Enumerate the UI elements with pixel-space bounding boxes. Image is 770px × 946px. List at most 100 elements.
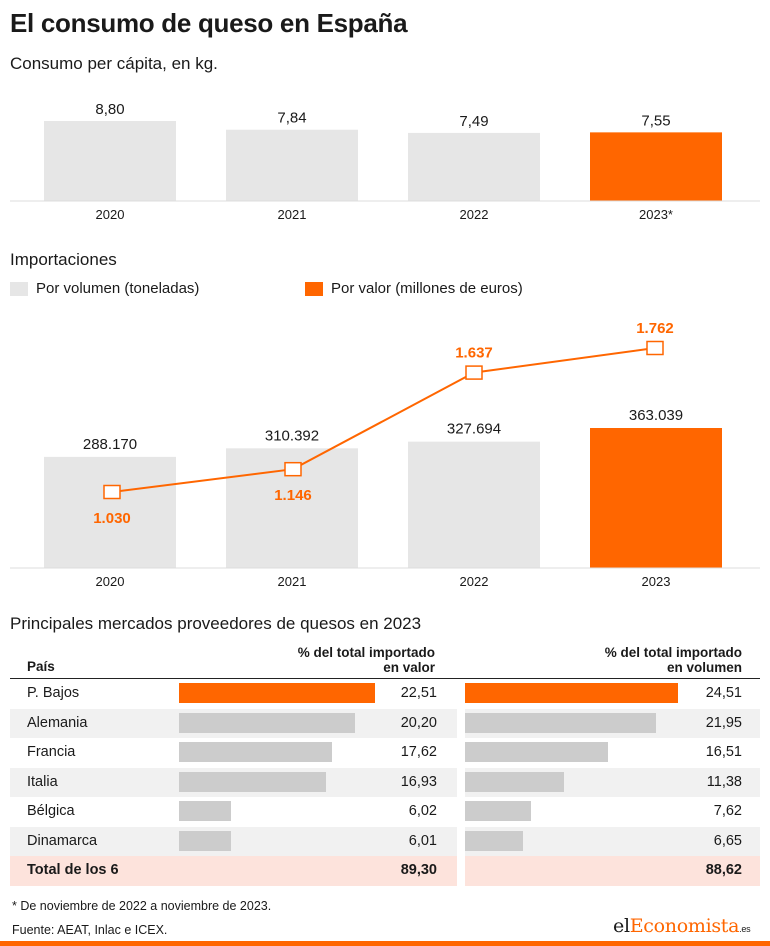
- column-separator: [457, 826, 465, 856]
- table-row: Alemania 20,20 21,95: [10, 708, 760, 738]
- value-marker-2022: [465, 365, 483, 380]
- column-separator: [457, 679, 465, 709]
- col-header-valor-line1: % del total importado: [297, 645, 435, 660]
- x-tick-2021: 2021: [278, 574, 307, 589]
- volume-bar-2022: [408, 441, 540, 568]
- value-label-2020: 1.030: [93, 510, 131, 527]
- valor-bar: [179, 830, 232, 851]
- volumen-value: 16,51: [705, 744, 742, 760]
- table-header: País % del total importado en valor % de…: [10, 642, 760, 679]
- valor-bar: [179, 801, 232, 821]
- valor-value: 22,51: [400, 685, 437, 701]
- valor-value: 6,01: [408, 832, 437, 849]
- x-tick-2022: 2022: [460, 574, 489, 589]
- valor-value: 16,93: [400, 773, 437, 790]
- source: Fuente: AEAT, Inlac e ICEX.: [12, 923, 168, 937]
- valor-bar: [179, 742, 333, 762]
- volumen-bar: [465, 683, 678, 703]
- volumen-bar: [465, 830, 523, 851]
- total-label: Total de los 6: [27, 862, 119, 878]
- volumen-bar: [465, 742, 609, 762]
- valor-bar: [179, 712, 355, 733]
- data-label-2022: 7,49: [459, 113, 488, 130]
- column-separator: [457, 738, 465, 768]
- volumen-bar: [465, 712, 656, 733]
- valor-value: 6,02: [408, 803, 437, 819]
- table-row: Francia 17,62 16,51: [10, 738, 760, 768]
- eleconomista-logo: elEconomista.es: [613, 915, 751, 937]
- table-row: Italia 16,93 11,38: [10, 767, 760, 797]
- markets-section-title: Principales mercados proveedores de ques…: [10, 614, 422, 633]
- volumen-value: 21,95: [705, 714, 742, 731]
- col-header-valor-line2: en valor: [383, 660, 435, 675]
- legend-swatch-value: [305, 282, 323, 296]
- table-row: Bélgica 6,02 7,62: [10, 797, 760, 827]
- country-name: Alemania: [27, 714, 88, 731]
- x-tick-2023*: 2023*: [639, 207, 673, 222]
- legend-label-volume: Por volumen (toneladas): [36, 280, 200, 297]
- col-header-volumen-line2: en volumen: [666, 660, 742, 675]
- volume-bar-2020: [44, 456, 176, 568]
- value-label-2022: 1.637: [455, 345, 493, 362]
- volume-label-2021: 310.392: [265, 427, 319, 444]
- x-tick-2020: 2020: [96, 207, 125, 222]
- col-header-valor: % del total importado en valor: [245, 645, 435, 675]
- bar-2022: [408, 132, 540, 201]
- value-line: [111, 347, 656, 493]
- legend-label-value: Por valor (millones de euros): [331, 280, 523, 297]
- country-name: P. Bajos: [27, 685, 80, 701]
- volumen-bar: [465, 771, 564, 792]
- value-label-2023: 1.762: [636, 320, 674, 337]
- country-name: Dinamarca: [27, 832, 98, 849]
- country-name: Italia: [27, 773, 58, 790]
- x-tick-2023: 2023: [642, 574, 671, 589]
- per-capita-chart: 8,80 2020 7,84 2021 7,49 2022 7,55 2023*: [10, 101, 760, 222]
- value-label-2021: 1.146: [274, 487, 312, 504]
- page-title: El consumo de queso en España: [10, 8, 408, 38]
- x-tick-2020: 2020: [96, 574, 125, 589]
- valor-value: 17,62: [400, 744, 437, 760]
- country-name: Francia: [27, 744, 76, 760]
- volumen-bar: [465, 801, 532, 821]
- volumen-value: 24,51: [705, 685, 742, 701]
- total-valor: 89,30: [400, 862, 437, 878]
- value-marker-2020: [103, 484, 121, 500]
- table-row-total: Total de los 6 89,30 88,62: [10, 856, 760, 886]
- valor-bar: [179, 683, 375, 703]
- country-name: Bélgica: [27, 803, 75, 819]
- volumen-value: 11,38: [706, 773, 742, 790]
- total-volumen: 88,62: [705, 862, 742, 878]
- volume-label-2022: 327.694: [447, 421, 501, 438]
- bar-2020: [44, 121, 176, 201]
- volumen-value: 6,65: [713, 832, 742, 849]
- column-separator: [457, 708, 465, 738]
- volume-label-2020: 288.170: [83, 436, 137, 453]
- table-row: Dinamarca 6,01 6,65: [10, 826, 760, 856]
- valor-value: 20,20: [400, 714, 437, 731]
- bottom-rule: [0, 941, 770, 946]
- footnote: * De noviembre de 2022 a noviembre de 20…: [12, 899, 272, 913]
- volume-label-2023: 363.039: [629, 407, 683, 424]
- col-header-volumen: % del total importado en volumen: [552, 645, 742, 675]
- x-tick-2021: 2021: [278, 207, 307, 222]
- chart-subtitle: Consumo per cápita, en kg.: [10, 54, 218, 73]
- col-header-volumen-line1: % del total importado: [604, 645, 742, 660]
- value-marker-2023: [646, 340, 664, 356]
- table-row: P. Bajos 22,51 24,51: [10, 679, 760, 709]
- legend-swatch-volume: [10, 282, 28, 296]
- data-label-2021: 7,84: [277, 110, 306, 127]
- imports-section-title: Importaciones: [10, 250, 117, 269]
- imports-chart: 288.170 2020 310.392 2021 327.694 2022 363.039…: [10, 320, 760, 589]
- data-label-2020: 8,80: [95, 101, 124, 118]
- table-body: P. Bajos 22,51 24,51 Alemania 20,20 21,95 Fran…: [10, 679, 760, 886]
- volume-bar-2023: [590, 428, 722, 568]
- value-marker-2021: [284, 461, 302, 477]
- markets-table: País % del total importado en valor % de…: [10, 642, 760, 886]
- col-header-country: País: [27, 659, 55, 674]
- x-tick-2022: 2022: [460, 207, 489, 222]
- column-separator: [457, 856, 465, 886]
- data-label-2023*: 7,55: [641, 112, 670, 129]
- column-separator: [457, 767, 465, 797]
- volumen-value: 7,62: [713, 803, 742, 819]
- valor-bar: [179, 771, 327, 792]
